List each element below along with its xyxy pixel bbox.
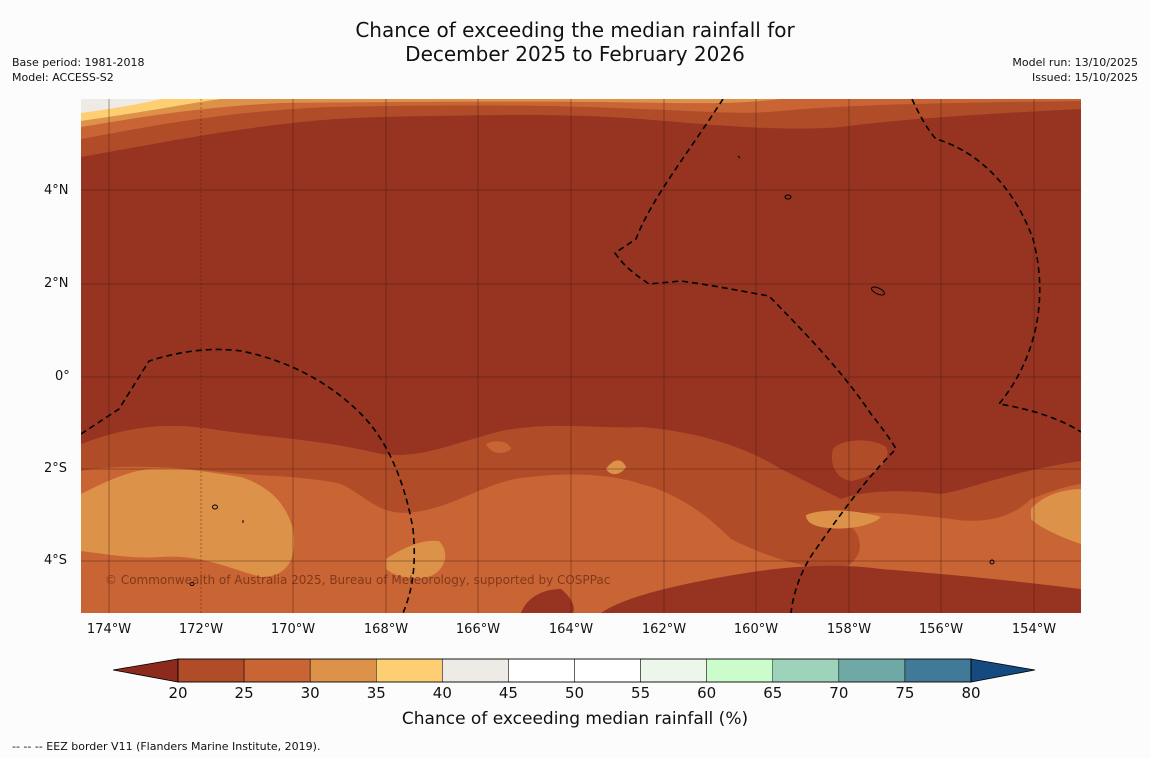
region-south-pale-center [386, 540, 446, 579]
colorbar-cell [904, 658, 972, 683]
colorbar-tick: 70 [829, 684, 849, 702]
colorbar-label: Chance of exceeding median rainfall (%) [401, 709, 749, 729]
title-line-2: December 2025 to February 2026 [405, 42, 745, 66]
lat-tick-0: 0° [55, 369, 70, 384]
colorbar-over-arrow [970, 658, 1036, 683]
colorbar-tick: 80 [961, 684, 981, 702]
region-small-patch-3 [831, 440, 888, 481]
region-small-patch-4 [806, 510, 881, 529]
region-south-dark-bottom [601, 565, 1081, 613]
base-period: Base period: 1981-2018 [12, 56, 145, 69]
rainfall-map[interactable] [81, 99, 1081, 613]
meta-left: Base period: 1981-2018 Model: ACCESS-S2 [12, 55, 144, 85]
colorbar-tick: 35 [366, 684, 386, 702]
lon-tick-164W: 164°W [548, 622, 594, 637]
colorbar-tick: 30 [300, 684, 320, 702]
lon-tick-154W: 154°W [1011, 622, 1057, 637]
colorbar-cells [177, 658, 972, 683]
colorbar-cell [243, 658, 311, 683]
region-small-patch-2 [606, 460, 626, 475]
colorbar-tick: 75 [895, 684, 915, 702]
colorbar-cell [508, 658, 575, 683]
island-1 [784, 194, 792, 200]
colorbar-tick: 60 [697, 684, 717, 702]
lon-tick-162W: 162°W [641, 622, 687, 637]
colorbar-cell [309, 658, 377, 683]
colorbar-cell [772, 658, 840, 683]
colorbar-tick: 65 [763, 684, 783, 702]
island-2 [871, 286, 885, 296]
region-north-band-mid [81, 99, 1081, 157]
island-4 [989, 559, 995, 565]
issued-date: Issued: 15/10/2025 [1031, 71, 1138, 84]
meta-right: Model run: 13/10/2025 Issued: 15/10/2025 [1012, 55, 1138, 85]
eez-borders [81, 99, 1081, 613]
island-5 [189, 582, 195, 586]
colorbar-cell [640, 658, 707, 683]
lat-tick-4N: 4°N [44, 183, 69, 198]
lon-tick-168W: 168°W [363, 622, 409, 637]
model-run: Model run: 13/10/2025 [1012, 56, 1138, 69]
eez-border-west [81, 348, 416, 613]
colorbar-cell [376, 658, 443, 683]
lat-tick-4S: 4°S [44, 553, 68, 568]
colorbar-tick: 55 [631, 684, 651, 702]
region-small-patch-1 [486, 441, 511, 454]
colorbar-tick: 40 [432, 684, 452, 702]
copyright-notice: © Commonwealth of Australia 2025, Bureau… [105, 573, 611, 587]
graticule [81, 99, 1081, 613]
lon-tick-172W: 172°W [178, 622, 224, 637]
colorbar-cell [177, 658, 245, 683]
island-7 [737, 155, 741, 159]
eez-legend-note: -- -- -- EEZ border V11 (Flanders Marine… [12, 740, 321, 753]
colorbar-frame [177, 658, 972, 683]
colorbar [113, 658, 1036, 683]
colorbar-cell [574, 658, 641, 683]
colorbar-cell [442, 658, 509, 683]
lat-tick-2N: 2°N [44, 276, 69, 291]
map-title: Chance of exceeding the median rainfall … [0, 18, 1150, 66]
colorbar-tick: 50 [564, 684, 585, 702]
lat-tick-2S: 2°S [44, 461, 68, 476]
region-north-band-grey [81, 99, 161, 113]
colorbar-tick: 45 [498, 684, 518, 702]
region-south-pale-west [81, 468, 295, 577]
region-south-dark-patch [521, 589, 574, 613]
region-south-pale-east [1031, 489, 1081, 544]
eez-border-central [613, 99, 897, 613]
lon-tick-166W: 166°W [455, 622, 501, 637]
colorbar-tick: 20 [168, 684, 188, 702]
lon-tick-174W: 174°W [86, 622, 132, 637]
lon-tick-170W: 170°W [270, 622, 316, 637]
islands [189, 155, 995, 586]
island-3 [212, 504, 218, 510]
model-name: Model: ACCESS-S2 [12, 71, 114, 84]
colorbar-under-arrow [113, 658, 179, 683]
map-panel[interactable]: © Commonwealth of Australia 2025, Bureau… [81, 99, 1081, 613]
lon-tick-156W: 156°W [918, 622, 964, 637]
colorbar-tick: 25 [234, 684, 254, 702]
lon-tick-160W: 160°W [733, 622, 779, 637]
colorbar-cell [838, 658, 906, 683]
title-line-1: Chance of exceeding the median rainfall … [355, 18, 795, 42]
colorbar-cell [706, 658, 774, 683]
lon-tick-158W: 158°W [826, 622, 872, 637]
